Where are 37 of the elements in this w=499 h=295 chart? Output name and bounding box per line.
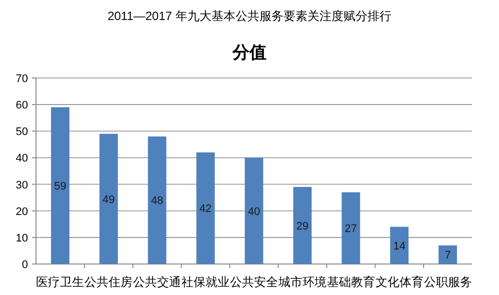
bar [390, 226, 409, 264]
y-tick-label: 40 [16, 152, 28, 165]
bar [244, 158, 264, 264]
bar [148, 136, 166, 264]
y-tick-label: 20 [16, 206, 28, 218]
bar [51, 107, 70, 264]
x-tick-label: 城市环境 [277, 275, 326, 289]
y-tick-label: 60 [16, 100, 28, 112]
x-tick-label: 文化体育 [375, 275, 424, 289]
bar [342, 192, 360, 264]
x-tick-label: 公职服务 [424, 275, 472, 289]
x-tick-label: 公共交通 [133, 275, 182, 289]
bar [293, 186, 312, 264]
data-label: 48 [150, 195, 164, 208]
x-tick-label: 公共安全 [230, 275, 278, 289]
data-label: 40 [248, 206, 260, 218]
bar [196, 152, 215, 264]
data-label: 27 [344, 223, 358, 236]
bar [438, 245, 457, 264]
y-tick-label: 0 [22, 259, 28, 271]
y-tick-label: 70 [16, 73, 28, 85]
y-tick-label: 50 [16, 126, 28, 138]
data-label: 49 [102, 194, 115, 206]
data-label: 29 [296, 220, 309, 232]
data-label: 42 [199, 203, 212, 216]
text: 2011—2017 年九大基本公共服务要素关注度赋分排行 [108, 9, 392, 23]
y-tick-label: 10 [16, 232, 28, 244]
data-label: 14 [393, 240, 406, 252]
data-label: 7 [444, 250, 451, 262]
x-tick-label: 基础教育 [326, 275, 375, 289]
x-tick-label: 公共住房 [84, 275, 133, 289]
chart-title: 分值 [232, 43, 266, 63]
x-tick-label: 医疗卫生 [36, 275, 84, 289]
x-tick-label: 社保就业 [182, 275, 230, 289]
data-label: 59 [54, 180, 66, 193]
y-tick-label: 30 [16, 179, 28, 192]
bar [99, 134, 118, 264]
